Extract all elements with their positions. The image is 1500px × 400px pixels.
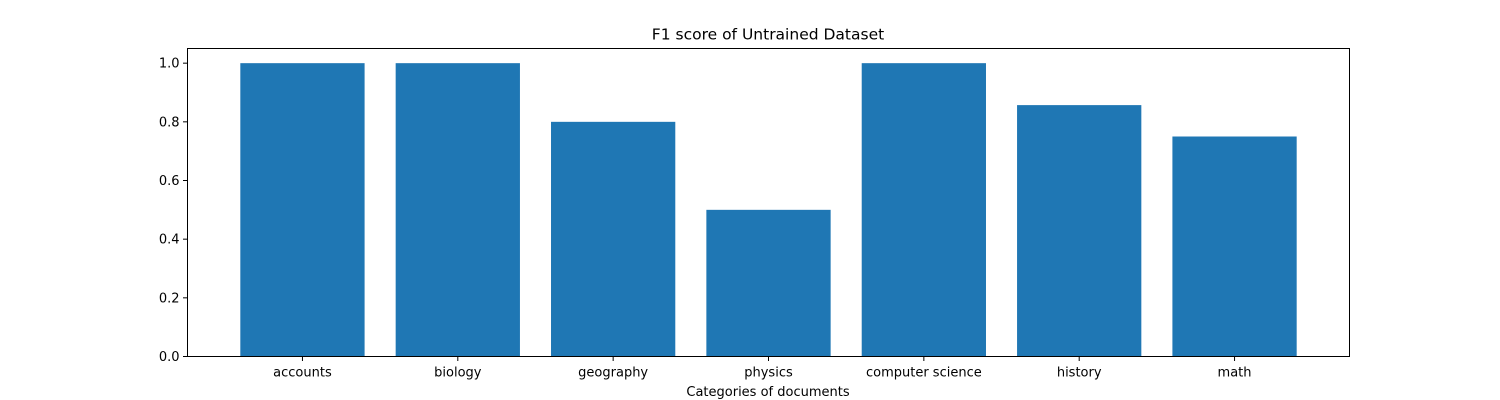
chart-title: F1 score of Untrained Dataset [652,26,884,44]
y-tick-label: 0.4 [159,233,180,248]
bar-accounts [240,63,365,357]
bars-layer [240,63,1297,357]
plot-frame [187,48,1350,357]
bar-geography [551,121,676,357]
y-tick-label: 1.0 [159,57,180,72]
y-tick-label: 0.6 [159,174,180,189]
x-tick-label: physics [744,366,793,381]
x-tick-label: biology [434,366,482,381]
y-tick-label: 0.0 [159,350,180,365]
y-tick-label: 0.8 [159,115,180,130]
bar-math [1172,136,1297,357]
x-tick-label: computer science [866,366,982,381]
y-axis: 0.0 0.2 0.4 0.6 0.8 1.0 [159,57,188,365]
bar-physics [706,209,831,357]
bar-biology [395,63,520,357]
x-axis-label: Categories of documents [686,385,849,400]
bar-history [1017,105,1142,357]
x-axis: accounts biology geography physics computer … [273,356,1252,381]
y-tick-label: 0.2 [159,291,180,306]
bar-computer-science [861,63,986,357]
x-tick-label: history [1057,366,1102,381]
x-tick-label: geography [578,366,648,381]
x-tick-label: accounts [273,366,332,381]
x-tick-label: math [1218,366,1252,381]
